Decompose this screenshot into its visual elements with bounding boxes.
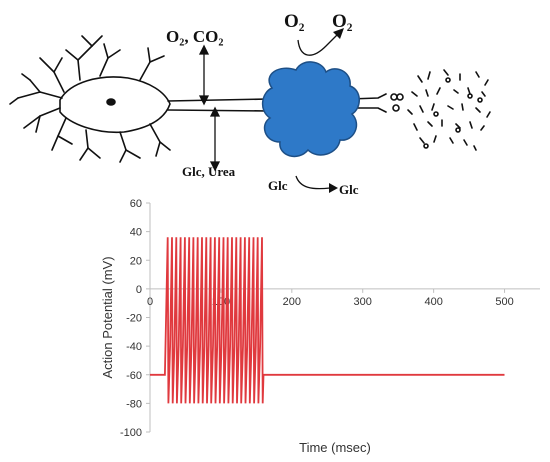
y-axis-ticks: 60 40 20 0 -20 -40 -60 -80 -100 — [120, 198, 150, 439]
label-glc-left: Glc — [268, 178, 288, 193]
y-tick-label: -20 — [126, 313, 142, 325]
x-tick-label: 200 — [283, 296, 301, 308]
y-tick-label: -40 — [126, 341, 142, 353]
x-tick-label: 400 — [424, 296, 442, 308]
x-tick-label: 300 — [354, 296, 372, 308]
y-axis-label: Action Potential (mV) — [100, 256, 115, 378]
exchange-arrows — [198, 44, 221, 172]
neurotransmitter-dots — [407, 69, 491, 151]
y-tick-label: -80 — [126, 398, 142, 410]
x-tick-label: 500 — [495, 296, 513, 308]
curved-arrows — [295, 33, 339, 190]
glc-arrow-head — [329, 183, 338, 193]
x-axis-ticks: 0 100 200 300 400 500 — [147, 288, 514, 308]
label-glc-right: Glc — [339, 182, 359, 197]
series-action-potential-line — [150, 237, 505, 404]
x-tick-label: 100 — [212, 296, 230, 308]
label-o2-co2: O₂, CO₂ — [166, 27, 223, 46]
y-tick-label: 60 — [130, 198, 142, 210]
y-tick-label: 0 — [136, 284, 142, 296]
neuron-dendrites — [9, 35, 171, 163]
y-tick-label: -60 — [126, 370, 142, 382]
label-o2-left: O₂ — [284, 11, 305, 32]
label-o2-right: O₂ — [332, 11, 353, 32]
axon-terminal-bottom — [349, 107, 387, 113]
neuron-diagram — [9, 35, 404, 163]
o2-arrow-head — [333, 28, 344, 39]
neuron-soma — [59, 76, 171, 134]
y-tick-label: 20 — [130, 255, 142, 267]
neuron-nucleus — [106, 98, 116, 106]
neuron-axon-top — [167, 98, 269, 102]
label-glc-urea: Glc, Urea — [182, 164, 236, 179]
y-tick-label: -100 — [120, 427, 142, 439]
neuron-axon-bottom — [167, 109, 269, 112]
blue-glial-cell — [261, 61, 360, 158]
y-tick-label: 40 — [130, 227, 142, 239]
x-axis-label: Time (msec) — [299, 440, 371, 455]
x-tick-label: 0 — [147, 296, 153, 308]
